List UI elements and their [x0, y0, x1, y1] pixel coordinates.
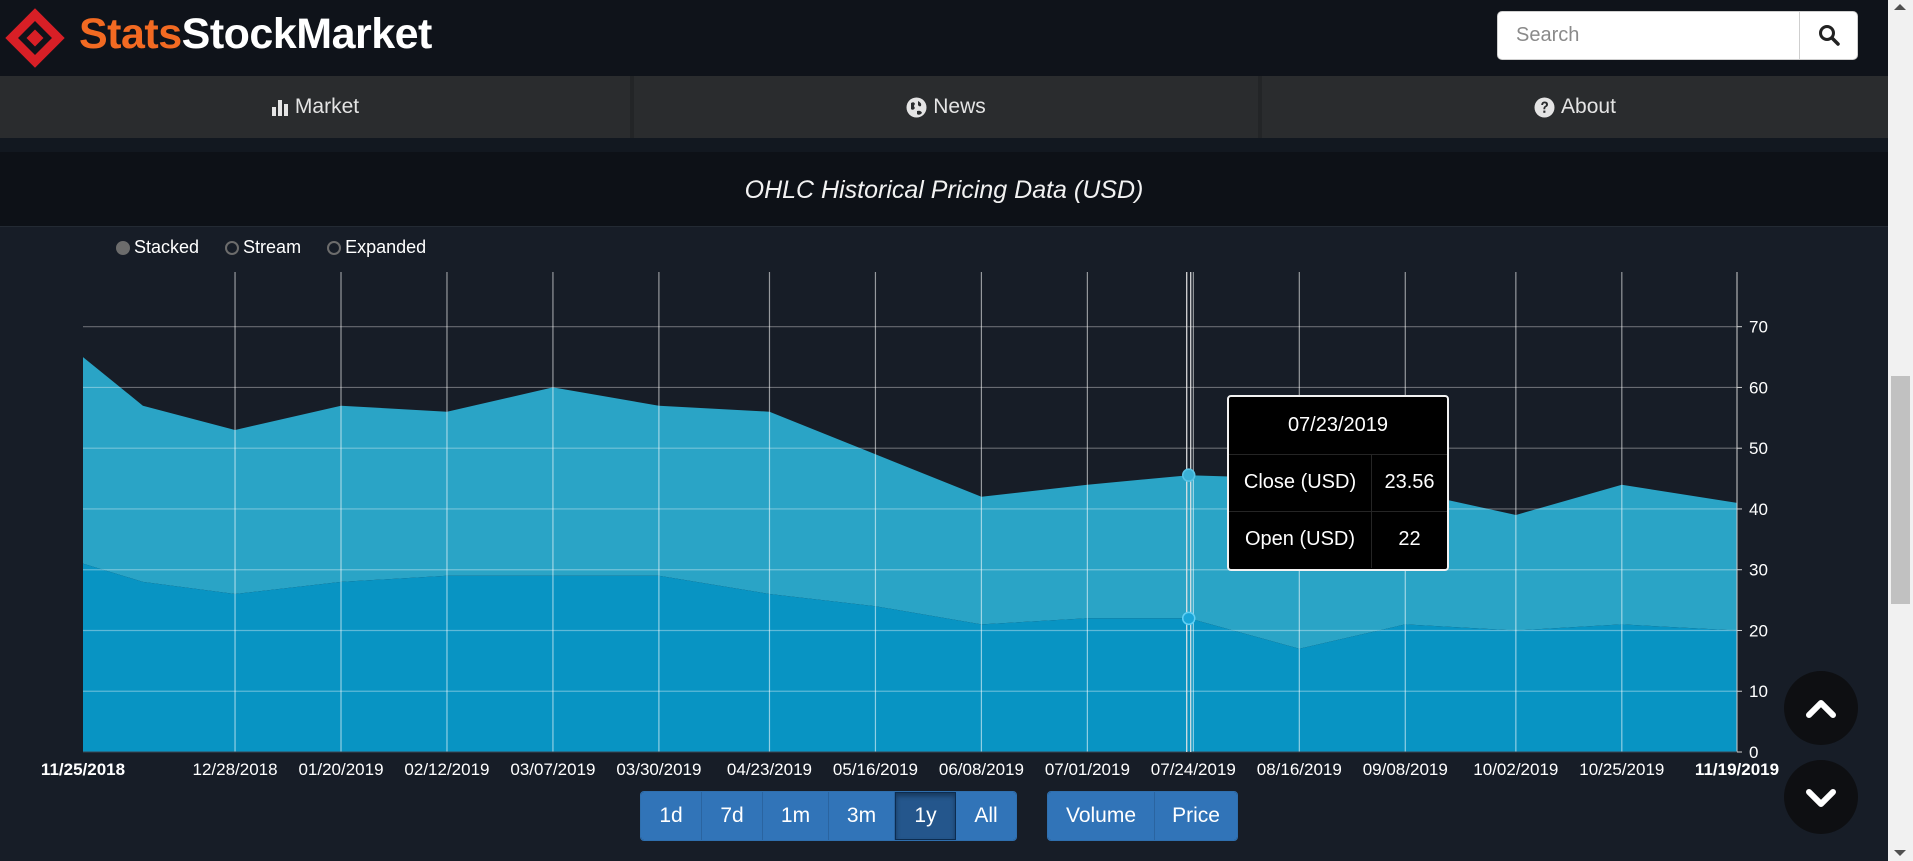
radio-expanded[interactable] — [327, 240, 342, 255]
x-tick-label: 03/07/2019 — [510, 760, 595, 779]
nav-about-label: About — [1561, 95, 1616, 118]
range-1d-button[interactable]: 1d — [641, 792, 702, 840]
scroll-down-button[interactable] — [1784, 760, 1858, 834]
mode-expanded[interactable]: Expanded — [327, 237, 426, 258]
x-tick-label: 01/20/2019 — [298, 760, 383, 779]
nav-news[interactable]: News — [634, 76, 1258, 138]
brand-name[interactable]: StatsStockMarket — [79, 10, 432, 59]
tooltip-open-value: 22 — [1398, 528, 1421, 550]
hover-marker-close — [1181, 468, 1196, 482]
series-close-area — [83, 357, 1737, 649]
tooltip-close-value: 23.56 — [1384, 471, 1435, 493]
chevron-up-icon — [1806, 700, 1836, 718]
range-all-button[interactable]: All — [956, 792, 1016, 840]
range-1m-button[interactable]: 1m — [763, 792, 829, 840]
tooltip-date: 07/23/2019 — [1229, 397, 1447, 455]
globe-icon — [906, 97, 927, 117]
x-tick-label: 10/02/2019 — [1473, 760, 1558, 779]
y-tick-label: 10 — [1749, 682, 1768, 701]
logo-icon[interactable] — [0, 3, 70, 73]
x-tick-label: 09/08/2019 — [1363, 760, 1448, 779]
mode-stream[interactable]: Stream — [225, 237, 301, 258]
radio-stacked[interactable] — [116, 240, 130, 255]
series-open-area — [83, 563, 1737, 752]
x-tick-label: 05/16/2019 — [833, 760, 918, 779]
radio-stream[interactable] — [225, 240, 240, 255]
search-button[interactable] — [1799, 12, 1858, 59]
view-price-button[interactable]: Price — [1155, 792, 1237, 840]
y-tick-label: 50 — [1749, 439, 1768, 458]
nav-about[interactable]: About — [1262, 76, 1888, 138]
x-tick-label: 06/08/2019 — [939, 760, 1024, 779]
chevron-down-icon — [1806, 789, 1836, 807]
x-tick-label: 10/25/2019 — [1579, 760, 1664, 779]
range-1y-button[interactable]: 1y — [895, 792, 956, 840]
mode-stacked[interactable]: Stacked — [116, 237, 199, 258]
range-7d-button[interactable]: 7d — [702, 792, 763, 840]
mode-expanded-label: Expanded — [345, 237, 427, 257]
nav-news-label: News — [933, 95, 986, 118]
chart-header: OHLC Historical Pricing Data (USD) — [0, 152, 1888, 227]
search-box — [1497, 11, 1858, 60]
x-tick-label: 03/30/2019 — [616, 760, 701, 779]
mode-stream-label: Stream — [243, 237, 302, 257]
bar-chart-icon — [271, 100, 288, 116]
brand-part2: StockMarket — [181, 10, 433, 58]
scroll-up-button[interactable] — [1784, 671, 1858, 745]
range-button-group: 1d 7d 1m 3m 1y All — [640, 791, 1017, 841]
tooltip-row-open: Open (USD) 22 — [1229, 511, 1447, 568]
range-3m-button[interactable]: 3m — [829, 792, 895, 840]
nav-market-label: Market — [294, 95, 360, 118]
view-volume-button[interactable]: Volume — [1048, 792, 1155, 840]
x-start-label: 11/25/2018 — [41, 760, 125, 779]
question-circle-icon — [1534, 97, 1555, 117]
y-tick-label: 0 — [1749, 743, 1758, 762]
chart-tooltip: 07/23/2019 Close (USD) 23.56 Open (USD) … — [1227, 395, 1449, 571]
nav-market[interactable]: Market — [0, 76, 630, 138]
x-tick-label: 07/01/2019 — [1045, 760, 1130, 779]
price-area-chart[interactable]: 0 10 20 30 40 50 60 70 12/28/2018 01/20/2019 02/12… — [0, 270, 1888, 785]
y-tick-label: 20 — [1749, 621, 1768, 640]
main-nav: Market News About — [0, 76, 1888, 138]
search-icon — [1819, 25, 1840, 46]
tooltip-row-close: Close (USD) 23.56 — [1229, 454, 1447, 512]
scrollbar-down-arrow[interactable] — [1894, 850, 1906, 856]
section-divider — [0, 138, 1888, 152]
view-button-group: Volume Price — [1047, 791, 1238, 841]
scrollbar-up-arrow[interactable] — [1894, 4, 1906, 10]
scrollbar-thumb[interactable] — [1891, 376, 1910, 604]
y-tick-label: 40 — [1749, 500, 1768, 519]
brand-part1: Stats — [79, 10, 182, 58]
search-input[interactable] — [1498, 12, 1799, 59]
y-tick-label: 70 — [1749, 318, 1768, 337]
chart-mode-selector: Stacked Stream Expanded — [116, 237, 426, 258]
x-end-label: 11/19/2019 — [1695, 760, 1779, 779]
x-tick-label: 07/24/2019 — [1151, 760, 1236, 779]
tooltip-close-key: Close (USD) — [1229, 454, 1372, 511]
top-bar: StatsStockMarket — [0, 0, 1888, 76]
x-tick-label: 08/16/2019 — [1257, 760, 1342, 779]
y-tick-label: 60 — [1749, 378, 1768, 397]
x-tick-label: 12/28/2018 — [192, 760, 277, 779]
y-tick-label: 30 — [1749, 561, 1768, 580]
chart-title: OHLC Historical Pricing Data (USD) — [744, 176, 1144, 204]
x-tick-label: 02/12/2019 — [404, 760, 489, 779]
mode-stacked-label: Stacked — [134, 237, 200, 257]
x-tick-label: 04/23/2019 — [727, 760, 812, 779]
hover-marker-open — [1181, 611, 1196, 626]
tooltip-open-key: Open (USD) — [1229, 511, 1372, 568]
